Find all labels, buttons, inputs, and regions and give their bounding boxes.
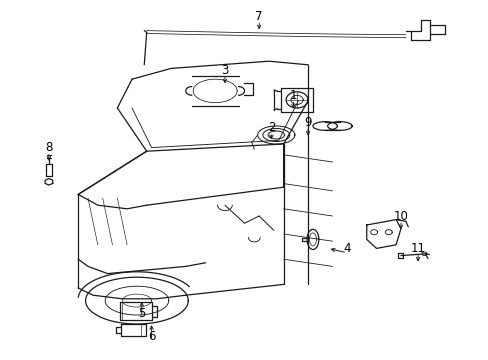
Text: 1: 1 — [289, 89, 297, 102]
Text: 10: 10 — [393, 210, 407, 222]
Text: 8: 8 — [45, 141, 53, 154]
Text: 4: 4 — [343, 242, 350, 255]
Text: 7: 7 — [255, 10, 263, 23]
Text: 3: 3 — [221, 64, 228, 77]
Text: 6: 6 — [147, 330, 155, 343]
Text: 2: 2 — [267, 121, 275, 134]
Text: 5: 5 — [138, 307, 145, 320]
Text: 9: 9 — [304, 116, 311, 129]
Text: 11: 11 — [410, 242, 425, 255]
